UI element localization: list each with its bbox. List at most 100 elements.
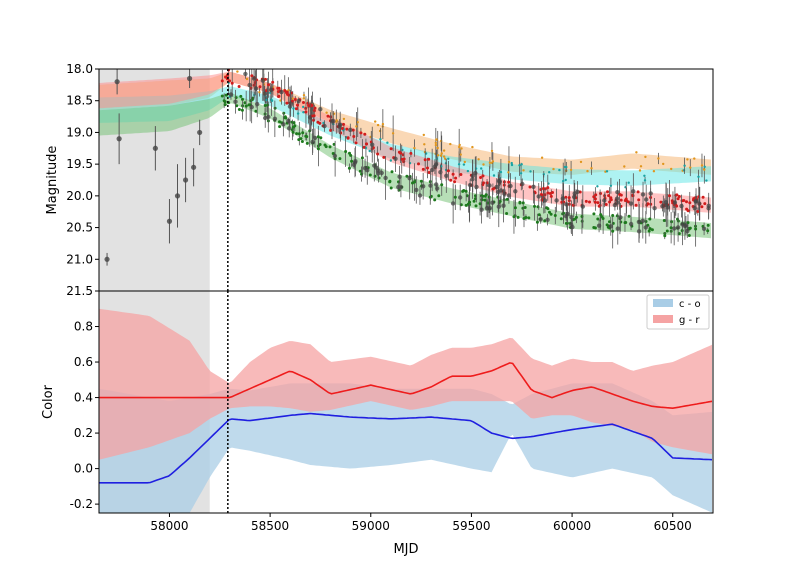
o-band-point	[435, 138, 438, 141]
forced-point	[580, 204, 585, 209]
r-band-point	[304, 110, 308, 114]
r-band-point	[451, 172, 455, 176]
g-band-point	[527, 216, 531, 220]
r-band-point	[539, 188, 543, 191]
forced-point	[338, 122, 343, 128]
o-band-point	[442, 155, 446, 158]
g-band-point	[433, 198, 437, 202]
r-band-point	[634, 203, 638, 207]
c-band-point	[510, 163, 514, 167]
r-band-point	[449, 178, 453, 182]
r-band-point	[371, 146, 375, 150]
forced-point	[407, 176, 412, 181]
g-band-point	[349, 153, 353, 157]
r-band-point	[237, 85, 241, 88]
g-band-point	[358, 169, 362, 173]
forced-point	[640, 218, 645, 223]
forced-point	[636, 219, 642, 225]
r-band-point	[286, 92, 289, 96]
forced-point	[496, 189, 501, 195]
r-band-point	[588, 200, 591, 204]
r-band-point	[584, 199, 588, 203]
g-band-point	[388, 179, 392, 183]
g-band-point	[676, 217, 679, 221]
g-band-point	[240, 108, 244, 112]
g-band-point	[611, 214, 615, 217]
early-point	[104, 256, 110, 262]
g-band-point	[478, 202, 482, 206]
g-band-point	[278, 125, 282, 129]
c-band-point	[270, 99, 274, 103]
r-band-point	[593, 200, 597, 204]
forced-point	[434, 182, 439, 187]
g-band-point	[483, 198, 487, 202]
r-band-point	[264, 89, 268, 93]
forced-point	[615, 226, 620, 231]
r-band-point	[533, 191, 537, 195]
forced-point	[672, 226, 677, 231]
legend-label-c-o: c - o	[679, 299, 701, 310]
o-band-point	[488, 161, 492, 164]
c-band-point	[609, 184, 613, 187]
g-band-point	[464, 189, 468, 193]
o-band-point	[657, 157, 660, 160]
o-band-point	[391, 132, 395, 135]
g-band-point	[608, 220, 611, 224]
g-band-point	[284, 116, 288, 120]
g-band-point	[662, 219, 666, 222]
g-band-point	[537, 213, 541, 217]
r-band-point	[609, 198, 613, 202]
g-band-point	[472, 199, 476, 203]
r-band-point	[365, 142, 368, 146]
forced-point	[383, 175, 388, 181]
early-point	[197, 129, 203, 136]
r-band-point	[607, 194, 611, 198]
g-band-point	[480, 194, 484, 198]
r-band-point	[567, 196, 571, 200]
g-band-point	[350, 159, 354, 163]
r-band-point	[313, 106, 317, 110]
forced-point	[675, 225, 681, 230]
g-band-point	[600, 215, 604, 219]
forced-point	[487, 206, 493, 211]
forced-point	[628, 221, 634, 227]
r-band-point	[453, 180, 457, 184]
r-band-point	[421, 167, 425, 171]
g-band-point	[521, 201, 525, 205]
o-band-point	[569, 168, 573, 172]
c-band-point	[643, 179, 647, 182]
forced-point	[348, 127, 353, 133]
r-band-point	[359, 131, 363, 135]
forced-point	[287, 104, 293, 109]
r-band-point	[397, 150, 401, 154]
color-tick-label: 0.6	[74, 355, 93, 369]
c-band-point	[643, 174, 646, 177]
forced-point	[312, 135, 318, 141]
forced-point	[310, 139, 315, 145]
forced-point	[615, 200, 620, 205]
o-band-point	[458, 145, 461, 149]
forced-point	[506, 193, 512, 198]
o-band-point	[439, 154, 443, 157]
g-band-point	[592, 212, 596, 216]
forced-point	[353, 159, 358, 164]
forced-point	[473, 170, 478, 176]
forced-point	[672, 200, 678, 205]
forced-point	[479, 207, 484, 212]
r-band-point	[636, 190, 640, 194]
early-point	[114, 79, 120, 85]
forced-point	[318, 107, 323, 112]
g-band-point	[292, 121, 296, 125]
c-band-point	[292, 107, 295, 110]
g-band-point	[291, 125, 295, 129]
mjd-tick-label: 58500	[251, 519, 289, 533]
o-band-point	[423, 143, 426, 146]
r-band-point	[507, 180, 511, 184]
forced-point	[520, 181, 525, 187]
g-band-point	[304, 134, 308, 138]
forced-point	[279, 89, 284, 95]
o-band-point	[436, 146, 439, 150]
g-band-point	[706, 223, 710, 227]
o-band-point	[700, 164, 704, 167]
c-band-point	[564, 178, 567, 182]
